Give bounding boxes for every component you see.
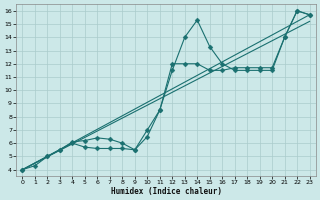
X-axis label: Humidex (Indice chaleur): Humidex (Indice chaleur) [110, 187, 221, 196]
